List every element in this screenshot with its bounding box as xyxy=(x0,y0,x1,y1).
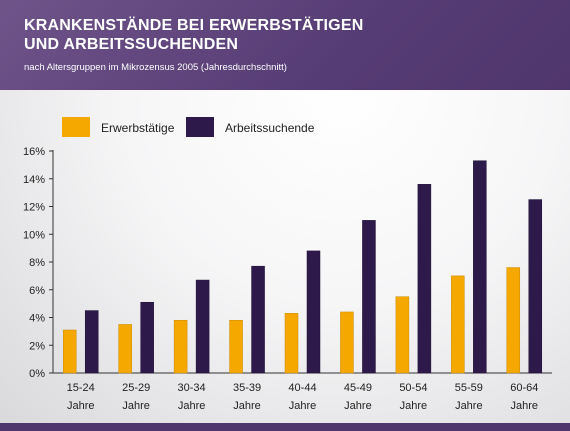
bar-1-0 xyxy=(84,310,99,374)
x-tick-label-7: 55-59 xyxy=(455,382,483,394)
x-tick-label-6: 50-54 xyxy=(399,382,427,394)
x-tick-suffix-3: Jahre xyxy=(233,400,261,412)
bar-1-7 xyxy=(473,160,487,374)
bar-1-2 xyxy=(195,279,210,374)
bar-0-3 xyxy=(229,320,243,374)
x-tick-suffix-7: Jahre xyxy=(455,400,483,412)
bar-1-5 xyxy=(362,220,376,374)
x-tick-suffix-1: Jahre xyxy=(122,400,150,412)
bar-0-4 xyxy=(284,313,299,374)
y-tick-label-8: 16% xyxy=(23,146,45,158)
bottom-strip xyxy=(0,423,570,431)
chart-subtitle: nach Altersgruppen im Mikrozensus 2005 (… xyxy=(24,62,287,73)
bar-1-4 xyxy=(306,250,321,374)
bar-0-0 xyxy=(62,329,77,374)
bar-1-6 xyxy=(417,184,432,374)
legend-label-0: Erwerbstätige xyxy=(101,121,175,135)
legend-swatch-1 xyxy=(186,117,214,137)
y-tick-label-0: 0% xyxy=(29,368,45,380)
x-tick-label-4: 40-44 xyxy=(288,382,316,394)
x-tick-suffix-4: Jahre xyxy=(289,400,317,412)
x-tick-suffix-6: Jahre xyxy=(400,400,428,412)
x-tick-label-1: 25-29 xyxy=(122,382,150,394)
x-tick-label-5: 45-49 xyxy=(344,382,372,394)
x-tick-suffix-5: Jahre xyxy=(344,400,372,412)
bar-0-2 xyxy=(173,320,188,374)
y-tick-label-1: 2% xyxy=(29,340,45,352)
bar-1-8 xyxy=(528,199,543,374)
legend-label-1: Arbeitssuchende xyxy=(225,121,315,135)
y-tick-label-7: 14% xyxy=(23,174,45,186)
y-tick-label-4: 8% xyxy=(29,257,45,269)
y-tick-label-5: 10% xyxy=(23,229,45,241)
bar-1-1 xyxy=(140,301,154,374)
x-tick-suffix-2: Jahre xyxy=(178,400,206,412)
x-tick-label-0: 15-24 xyxy=(67,382,95,394)
x-tick-suffix-0: Jahre xyxy=(67,400,95,412)
bar-1-3 xyxy=(251,265,265,374)
bar-chart: Erwerbstätige Arbeitssuchende 0% 2% 4% 6% 8% 10… xyxy=(23,117,552,412)
x-tick-suffix-8: Jahre xyxy=(511,400,539,412)
bar-0-7 xyxy=(451,275,465,374)
chart-title: KRANKENSTÄNDE BEI ERWERBSTÄTIGEN UND ARB… xyxy=(24,17,364,53)
bar-0-6 xyxy=(395,296,410,374)
x-tick-label-3: 35-39 xyxy=(233,382,261,394)
y-tick-label-3: 6% xyxy=(29,285,45,297)
bar-0-8 xyxy=(506,267,521,374)
bar-0-1 xyxy=(118,324,132,374)
y-tick-label-6: 12% xyxy=(23,202,45,214)
x-tick-label-2: 30-34 xyxy=(178,382,206,394)
legend-swatch-0 xyxy=(62,117,90,137)
x-tick-label-8: 60-64 xyxy=(510,382,538,394)
bar-0-5 xyxy=(340,311,354,374)
y-tick-label-2: 4% xyxy=(29,313,45,325)
header-banner: KRANKENSTÄNDE BEI ERWERBSTÄTIGEN UND ARB… xyxy=(0,0,570,90)
